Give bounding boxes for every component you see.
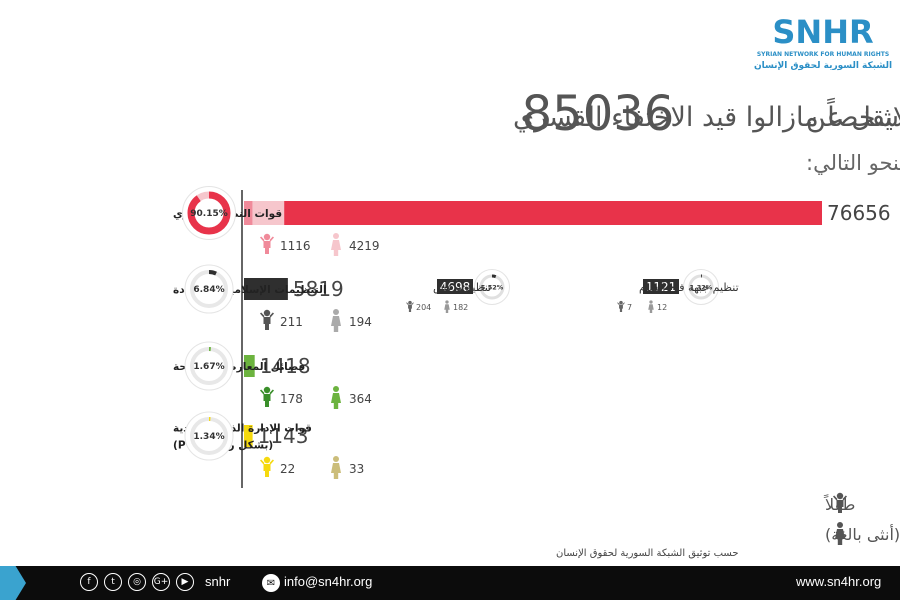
woman-icon xyxy=(331,456,341,479)
website-link[interactable]: www.sn4hr.org xyxy=(796,574,882,589)
woman-icon xyxy=(331,386,341,409)
subgroup-value: 1121 xyxy=(646,280,677,294)
women-count: 364 xyxy=(349,392,372,406)
title-line2: في سوريا منذ آذار 2011 حتى آب 2017 يتوزع… xyxy=(806,150,900,175)
subgroup-children-count: 7 xyxy=(627,303,632,312)
subgroup-women-count: 182 xyxy=(453,303,468,312)
woman-icon xyxy=(331,309,341,332)
footer-bar: f t ◎ G+ ▶ snhr ✉ info@sn4hr.org www.sn4… xyxy=(0,566,900,600)
percent-donut: 1.34% xyxy=(184,411,234,461)
subgroup-donut: 1.32% xyxy=(683,269,719,305)
title-line1-after: شخصاً مازالوا قيد الاختفاء القسري xyxy=(513,97,899,133)
percent-donut: 6.84% xyxy=(184,264,234,314)
donut-label: 90.15% xyxy=(190,209,228,219)
donut-label: 1.67% xyxy=(193,362,224,372)
social-handle[interactable]: snhr xyxy=(205,574,231,589)
social-icons: f t ◎ G+ ▶ xyxy=(80,573,194,591)
subgroup-value-box xyxy=(437,279,473,294)
bar-value-label: 5819 xyxy=(293,277,344,301)
subgroup-name: تنظيم جبهة فتح الشام xyxy=(639,281,739,294)
facebook-icon[interactable]: f xyxy=(80,573,98,591)
donut-label: 5.52% xyxy=(481,283,504,291)
children-count: 178 xyxy=(280,392,303,406)
bar-value-label: 76656 xyxy=(827,201,891,225)
bar[interactable] xyxy=(244,425,253,447)
bar-value-label: 1143 xyxy=(258,424,309,448)
donut-label: 6.84% xyxy=(193,285,224,295)
women-count: 4219 xyxy=(349,239,380,253)
page-title: ما لايقل عن 85036 شخصاً مازالوا قيد الاخ… xyxy=(513,86,900,175)
source-note: حسب توثيق الشبكة السورية لحقوق الإنسان xyxy=(556,548,739,559)
twitter-icon[interactable]: t xyxy=(104,573,122,591)
snhr-logo: SNHR SYRIAN NETWORK FOR HUMAN RIGHTS الش… xyxy=(754,13,892,71)
subgroup-name: تنظيم داعش xyxy=(433,281,491,294)
child-icon xyxy=(260,309,274,330)
children-segment xyxy=(244,201,253,225)
child-icon xyxy=(260,386,274,407)
woman-icon xyxy=(444,300,450,314)
children-count: 22 xyxy=(280,462,295,476)
legend: طفلاً سيدة (أنثى بالغة) xyxy=(823,492,900,545)
percent-donut: 90.15% xyxy=(182,186,236,240)
legend-woman-label: سيدة (أنثى بالغة) xyxy=(825,524,900,544)
mail-icon: ✉ xyxy=(262,574,280,592)
donut-label: 1.34% xyxy=(193,432,224,442)
child-icon xyxy=(406,300,414,312)
child-icon xyxy=(260,233,274,254)
bar[interactable] xyxy=(244,201,822,225)
google-plus-icon[interactable]: G+ xyxy=(152,573,170,591)
women-count: 194 xyxy=(349,315,372,329)
children-count: 1116 xyxy=(280,239,311,253)
title-line1-text: ما لايقل عن xyxy=(806,102,900,133)
child-icon xyxy=(617,300,625,312)
instagram-icon[interactable]: ◎ xyxy=(128,573,146,591)
children-count: 211 xyxy=(280,315,303,329)
legend-child-label: طفلاً xyxy=(823,494,855,514)
women-count: 33 xyxy=(349,462,364,476)
title-number: 85036 xyxy=(522,86,675,142)
youtube-icon[interactable]: ▶ xyxy=(176,573,194,591)
subgroup-value: 4698 xyxy=(440,280,471,294)
donut-label: 1.32% xyxy=(690,283,713,291)
woman-icon xyxy=(331,233,341,256)
subgroup-children-count: 204 xyxy=(416,303,431,312)
percent-donut: 1.67% xyxy=(184,341,234,391)
subgroup-donut: 5.52% xyxy=(474,269,510,305)
woman-icon xyxy=(648,300,654,314)
bar[interactable] xyxy=(244,355,255,377)
logo-english: SYRIAN NETWORK FOR HUMAN RIGHTS xyxy=(757,51,889,58)
subgroup-women-count: 12 xyxy=(657,303,667,312)
bar[interactable] xyxy=(244,278,288,300)
logo-acronym: SNHR xyxy=(772,13,873,51)
subgroup-value-box xyxy=(643,279,679,294)
logo-arabic: الشبكة السورية لحقوق الإنسان xyxy=(754,61,892,71)
email-link[interactable]: info@sn4hr.org xyxy=(284,574,373,589)
bar-value-label: 1418 xyxy=(260,354,311,378)
footer-accent xyxy=(0,566,26,600)
child-icon xyxy=(260,456,274,477)
